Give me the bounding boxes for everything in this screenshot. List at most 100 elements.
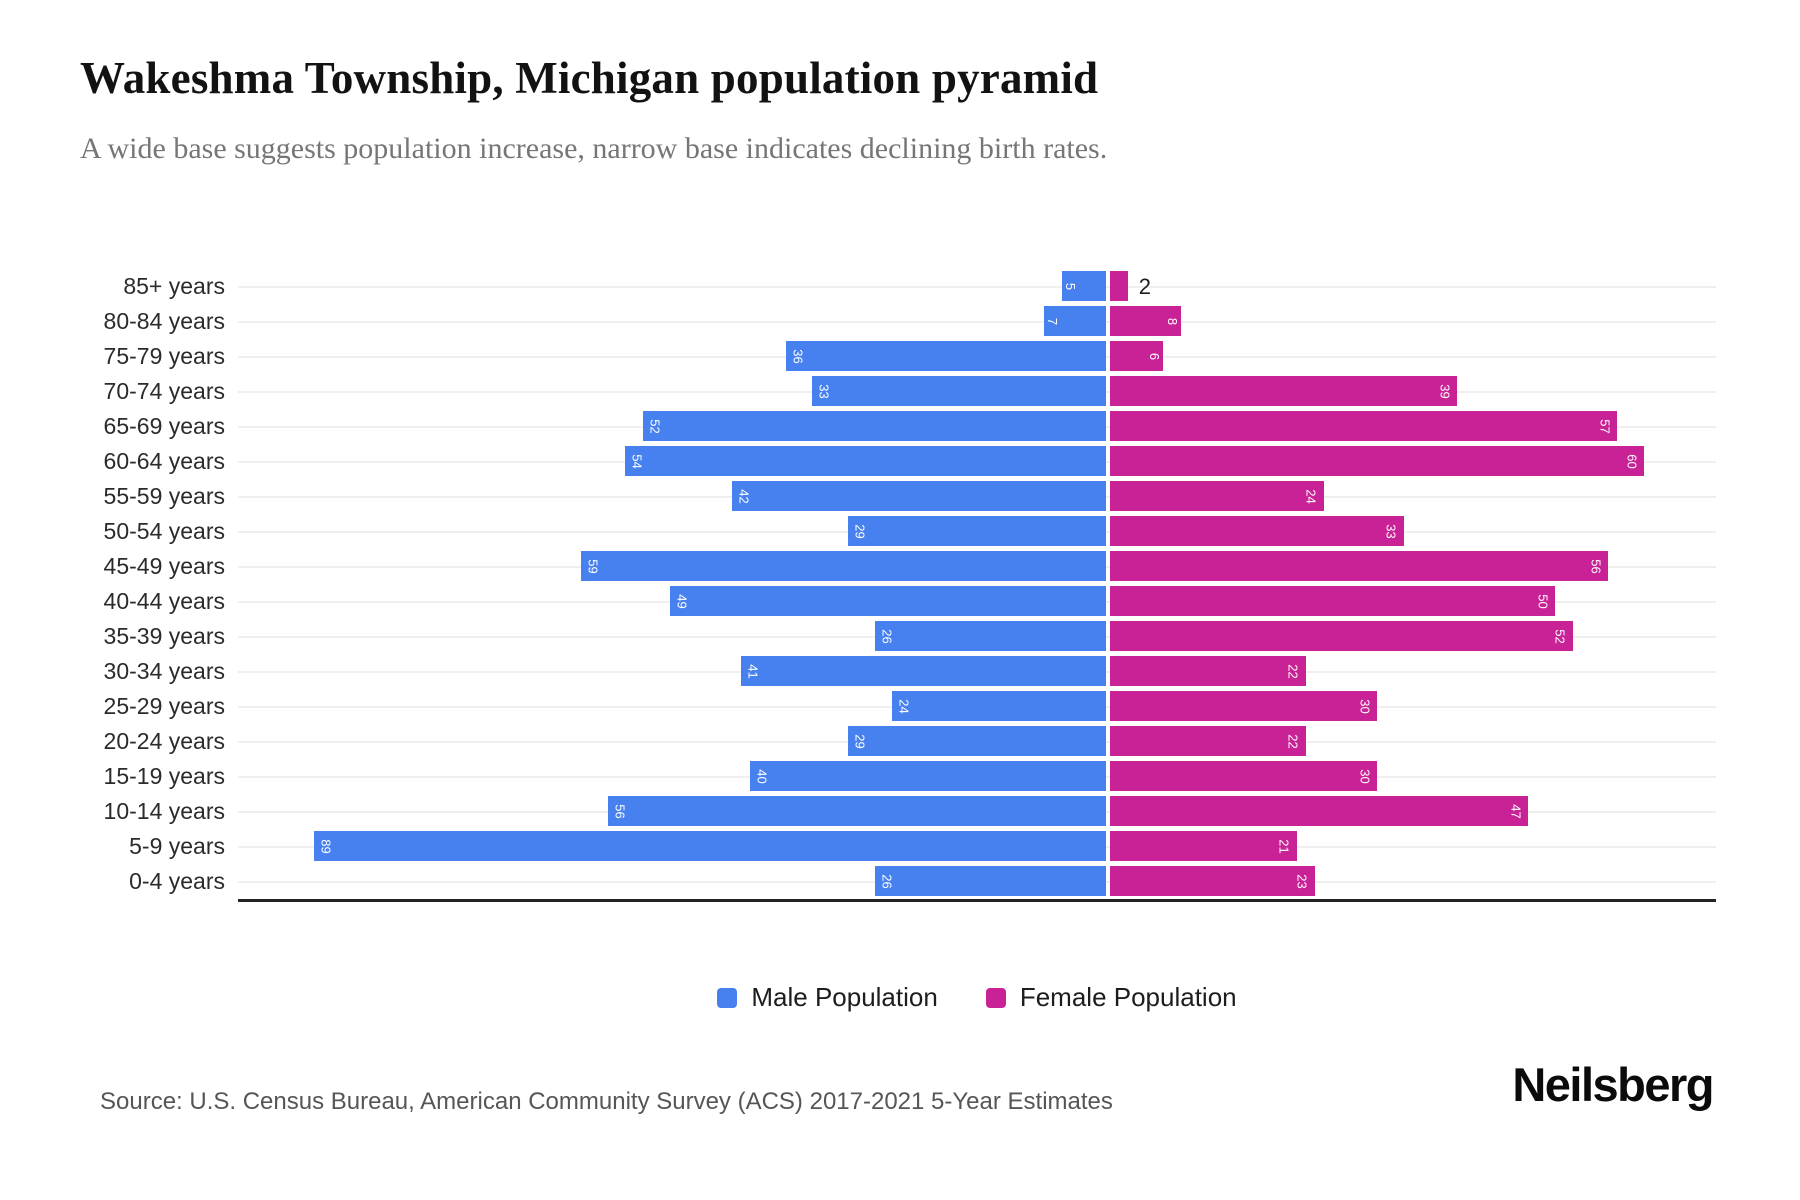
gridline [238,320,1716,323]
pyramid-row: 5-9 years 89 21 [80,829,1716,864]
male-bar[interactable]: 5 [1061,271,1106,301]
female-bar-value: 2 [1138,273,1152,299]
male-bar[interactable]: 42 [732,481,1106,511]
male-bar-value: 26 [879,628,895,644]
female-bar-value: 50 [1535,593,1551,609]
age-group-label: 15-19 years [103,763,225,789]
age-group-label: 85+ years [123,273,225,299]
pyramid-row: 25-29 years 24 30 [80,689,1716,724]
female-bar-value: 6 [1147,352,1163,360]
female-bar-value: 8 [1165,317,1181,325]
male-bar-value: 89 [318,838,334,854]
female-bar[interactable]: 22 [1110,656,1306,686]
male-bar-value: 29 [852,733,868,749]
age-group-label: 60-64 years [103,448,225,474]
age-group-label: 55-59 years [103,483,225,509]
female-bar[interactable] [1110,271,1128,301]
female-bar[interactable]: 50 [1110,586,1555,616]
row-track: 59 56 [238,549,1716,584]
legend-item[interactable]: Male Population [717,982,938,1013]
male-bar[interactable]: 24 [892,691,1106,721]
row-track: 36 6 [238,339,1716,374]
row-track: 24 30 [238,689,1716,724]
male-bar-value: 33 [817,383,833,399]
male-bar[interactable]: 49 [669,586,1106,616]
male-bar[interactable]: 29 [847,516,1106,546]
male-bar[interactable]: 59 [580,551,1106,581]
female-bar[interactable]: 33 [1110,516,1404,546]
pyramid-row: 20-24 years 29 22 [80,724,1716,759]
page-subtitle: A wide base suggests population increase… [80,132,1108,165]
pyramid-row: 75-79 years 36 6 [80,339,1716,374]
male-bar-value: 59 [585,558,601,574]
female-bar-value: 56 [1588,558,1604,574]
pyramid-row: 70-74 years 33 39 [80,374,1716,409]
male-bar-value: 7 [1044,317,1060,325]
female-bar-value: 33 [1383,523,1399,539]
male-bar-value: 5 [1062,282,1078,290]
age-group-label: 80-84 years [103,308,225,334]
male-bar[interactable]: 52 [643,411,1106,441]
row-track: 42 24 [238,479,1716,514]
female-bar[interactable]: 39 [1110,376,1458,406]
row-track: 56 47 [238,794,1716,829]
male-bar[interactable]: 89 [313,831,1106,861]
row-track: 29 22 [238,724,1716,759]
female-bar[interactable]: 52 [1110,621,1573,651]
female-bar[interactable]: 24 [1110,481,1324,511]
female-bar-value: 60 [1624,453,1640,469]
age-group-label: 75-79 years [103,343,225,369]
female-bar[interactable]: 47 [1110,796,1529,826]
row-track: 33 39 [238,374,1716,409]
age-group-label: 40-44 years [103,588,225,614]
female-bar[interactable]: 8 [1110,306,1182,336]
male-bar[interactable]: 54 [625,446,1106,476]
female-bar-value: 52 [1553,628,1569,644]
female-bar[interactable]: 22 [1110,726,1306,756]
row-track: 49 50 [238,584,1716,619]
age-group-label: 10-14 years [103,798,225,824]
female-bar[interactable]: 30 [1110,761,1377,791]
male-bar[interactable]: 56 [607,796,1106,826]
row-track: 89 21 [238,829,1716,864]
x-axis-baseline [238,899,1716,902]
row-track: 41 22 [238,654,1716,689]
female-bar-value: 21 [1277,838,1293,854]
female-bar[interactable]: 30 [1110,691,1377,721]
age-group-label: 20-24 years [103,728,225,754]
male-bar[interactable]: 41 [741,656,1106,686]
female-bar[interactable]: 56 [1110,551,1609,581]
gridline [238,285,1716,288]
male-bar-value: 42 [736,488,752,504]
row-track: 26 23 [238,864,1716,899]
female-bar-value: 22 [1286,663,1302,679]
male-bar-value: 29 [852,523,868,539]
male-bar-value: 36 [790,348,806,364]
female-bar-value: 57 [1597,418,1613,434]
pyramid-row: 45-49 years 59 56 [80,549,1716,584]
male-bar[interactable]: 7 [1043,306,1106,336]
female-bar[interactable]: 6 [1110,341,1164,371]
legend-item[interactable]: Female Population [985,982,1237,1013]
male-bar[interactable]: 40 [750,761,1106,791]
female-bar-value: 30 [1357,768,1373,784]
pyramid-row: 80-84 years 7 8 [80,304,1716,339]
legend-swatch [717,987,738,1008]
female-bar-value: 30 [1357,698,1373,714]
male-bar[interactable]: 26 [874,621,1106,651]
male-bar[interactable]: 29 [847,726,1106,756]
pyramid-row: 0-4 years 26 23 [80,864,1716,899]
pyramid-row: 85+ years 5 2 [80,269,1716,304]
male-bar[interactable]: 26 [874,866,1106,896]
male-bar[interactable]: 33 [812,376,1106,406]
female-bar[interactable]: 60 [1110,446,1644,476]
pyramid-row: 55-59 years 42 24 [80,479,1716,514]
male-bar-value: 52 [647,418,663,434]
male-bar-value: 49 [674,593,690,609]
male-bar-value: 24 [897,698,913,714]
age-group-label: 65-69 years [103,413,225,439]
female-bar[interactable]: 23 [1110,866,1315,896]
female-bar[interactable]: 57 [1110,411,1618,441]
male-bar[interactable]: 36 [785,341,1106,371]
female-bar[interactable]: 21 [1110,831,1297,861]
